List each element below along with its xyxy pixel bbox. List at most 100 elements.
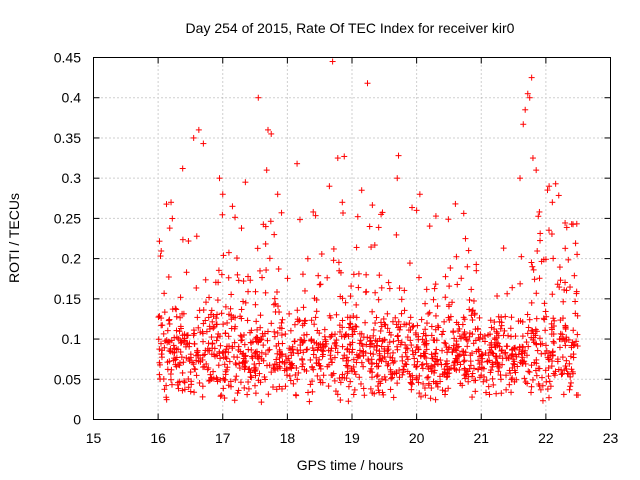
data-point-sample	[176, 360, 183, 367]
data-point-sample	[307, 356, 314, 363]
data-point-sample	[315, 272, 322, 279]
data-point-sample	[190, 327, 197, 334]
data-point-sample	[233, 373, 240, 380]
data-point-sample	[194, 314, 201, 321]
data-point-sample	[209, 340, 216, 347]
data-point-sample	[449, 349, 456, 356]
data-point	[341, 153, 348, 160]
data-point-sample	[506, 381, 513, 388]
data-point-sample	[301, 332, 308, 339]
data-point-sample	[561, 338, 568, 345]
x-tick-labels: 15 16 17 18 19 20 21 22 23	[86, 430, 619, 446]
data-point-sample	[446, 344, 453, 351]
data-point-sample	[166, 320, 173, 327]
data-point-sample	[158, 351, 165, 358]
data-point	[255, 94, 262, 101]
data-point-sample	[345, 398, 352, 405]
data-point-sample	[217, 355, 224, 362]
data-point-sample	[370, 351, 377, 358]
data-point-sample	[157, 253, 164, 260]
data-point-sample	[538, 258, 545, 265]
data-point-sample	[539, 397, 546, 404]
data-point-sample	[574, 312, 581, 319]
data-point-sample	[559, 354, 566, 361]
data-point-sample	[547, 383, 554, 390]
data-point-sample	[351, 368, 358, 375]
data-point-sample	[264, 328, 271, 335]
data-point-sample	[313, 308, 320, 315]
data-point-sample	[169, 215, 176, 222]
data-point-sample	[163, 337, 170, 344]
data-point-sample	[215, 267, 222, 274]
data-point-sample	[205, 314, 212, 321]
data-point-sample	[349, 346, 356, 353]
data-point-sample	[530, 336, 537, 343]
data-point-sample	[224, 343, 231, 350]
data-point-sample	[216, 333, 223, 340]
y-tick-label: 0.15	[54, 291, 81, 307]
data-point	[274, 191, 281, 198]
data-point-sample	[167, 371, 174, 378]
data-point-sample	[546, 356, 553, 363]
data-point-sample	[189, 359, 196, 366]
data-point-sample	[237, 379, 244, 386]
data-point-sample	[451, 365, 458, 372]
data-point-sample	[554, 356, 561, 363]
data-point-sample	[423, 286, 430, 293]
data-point-sample	[543, 378, 550, 385]
data-point-sample	[443, 357, 450, 364]
data-point-sample	[409, 323, 416, 330]
data-point-sample	[190, 332, 197, 339]
data-point-sample	[435, 324, 442, 331]
data-point-sample	[377, 327, 384, 334]
data-point-sample	[348, 283, 355, 290]
data-point-sample	[279, 316, 286, 323]
data-point-sample	[483, 389, 490, 396]
data-point-sample	[469, 307, 476, 314]
data-point-sample	[358, 330, 365, 337]
data-point-sample	[390, 394, 397, 401]
data-point-sample	[441, 366, 448, 373]
data-point-sample	[333, 311, 340, 318]
data-point-sample	[355, 270, 362, 277]
data-point-sample	[524, 352, 531, 359]
data-point-sample	[574, 331, 581, 338]
data-point-sample	[353, 359, 360, 366]
data-point-sample	[373, 373, 380, 380]
data-point-sample	[177, 348, 184, 355]
data-point-sample	[217, 393, 224, 400]
data-point	[364, 80, 371, 87]
data-point-sample	[276, 324, 283, 331]
data-point-sample	[353, 314, 360, 321]
data-point-sample	[384, 343, 391, 350]
data-point-sample	[213, 374, 220, 381]
data-point-sample	[370, 326, 377, 333]
data-point-sample	[542, 327, 549, 334]
data-point-sample	[548, 326, 555, 333]
data-point-sample	[232, 314, 239, 321]
data-point-sample	[219, 211, 226, 218]
data-point-sample	[331, 377, 338, 384]
data-point-sample	[261, 373, 268, 380]
x-tick-label: 17	[215, 430, 231, 446]
data-point-sample	[256, 353, 263, 360]
data-point-sample	[445, 216, 452, 223]
data-point-sample	[489, 375, 496, 382]
data-point-sample	[453, 253, 460, 260]
data-point-sample	[444, 366, 451, 373]
data-point-sample	[202, 276, 209, 283]
data-point-sample	[289, 343, 296, 350]
data-point-sample	[262, 289, 269, 296]
data-point-sample	[440, 328, 447, 335]
data-point-sample	[529, 263, 536, 270]
data-point-sample	[242, 299, 249, 306]
data-point-sample	[470, 340, 477, 347]
data-point-sample	[330, 257, 337, 264]
data-point-sample	[281, 359, 288, 366]
data-point-sample	[401, 287, 408, 294]
data-point-sample	[573, 392, 580, 399]
data-point-sample	[236, 365, 243, 372]
data-point-sample	[337, 328, 344, 335]
data-point-sample	[366, 338, 373, 345]
data-point-sample	[468, 286, 475, 293]
